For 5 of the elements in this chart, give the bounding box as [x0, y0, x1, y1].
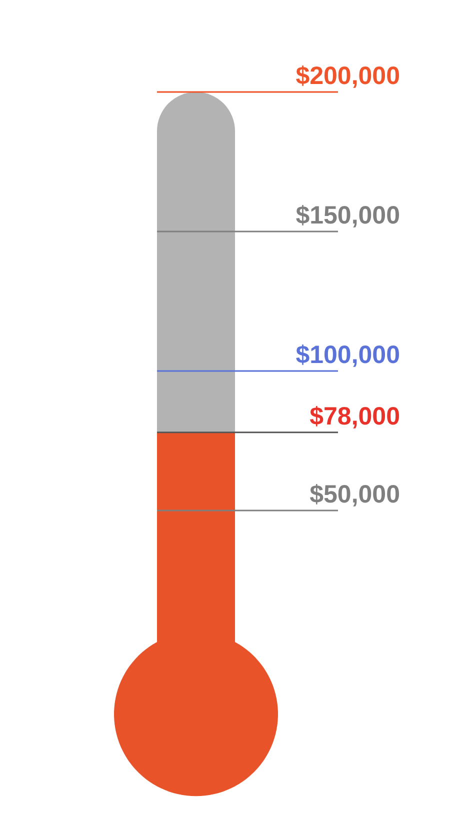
ref-line-label: $50,000	[310, 480, 400, 508]
ref-line-label: $200,000	[296, 62, 400, 90]
ref-line-label: $150,000	[296, 202, 400, 230]
data-label: $78,000	[310, 402, 400, 430]
ref-line-label: $100,000	[296, 341, 400, 369]
